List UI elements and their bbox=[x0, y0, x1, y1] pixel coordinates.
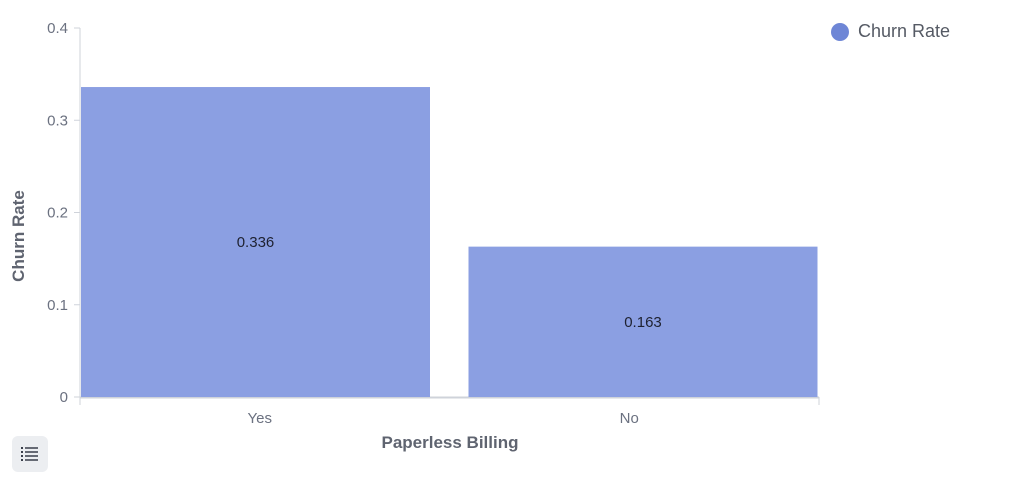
bars: 0.336 0.163 bbox=[81, 87, 818, 397]
bar-yes[interactable] bbox=[81, 87, 430, 397]
table-toggle-button[interactable] bbox=[12, 436, 48, 472]
y-tick-label: 0.1 bbox=[47, 297, 68, 314]
x-axis: Yes No bbox=[79, 396, 820, 427]
y-tick-label: 0 bbox=[60, 389, 68, 406]
x-tick-label: No bbox=[620, 410, 639, 427]
bar-data-label: 0.336 bbox=[237, 234, 275, 251]
legend-marker bbox=[831, 22, 849, 41]
legend-label: Churn Rate bbox=[858, 21, 951, 41]
list-icon bbox=[21, 447, 38, 461]
bar-no[interactable] bbox=[468, 246, 818, 397]
x-tick-label: Yes bbox=[248, 410, 272, 427]
y-tick-label: 0.4 bbox=[47, 20, 68, 37]
y-axis: 0 0.1 0.2 0.3 0.4 bbox=[47, 20, 81, 406]
y-axis-title: Churn Rate bbox=[9, 190, 28, 282]
x-axis-title: Paperless Billing bbox=[382, 433, 519, 452]
y-tick-label: 0.3 bbox=[47, 112, 68, 129]
bar-data-label: 0.163 bbox=[624, 314, 662, 331]
legend[interactable]: Churn Rate bbox=[831, 21, 950, 42]
y-tick-label: 0.2 bbox=[47, 205, 68, 222]
